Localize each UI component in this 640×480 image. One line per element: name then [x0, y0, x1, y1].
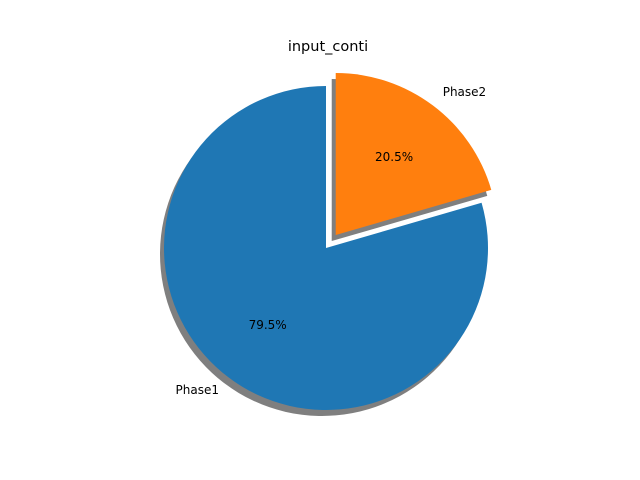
pie-slice-phase1 — [164, 86, 488, 410]
pie-slice-layer — [164, 73, 492, 410]
chart-title: input_conti — [288, 39, 368, 55]
percent-label-phase1: 79.5% — [249, 318, 287, 332]
percent-label-phase2: 20.5% — [375, 150, 413, 164]
pie-label-layer: 79.5% Phase1 20.5% Phase2 — [176, 85, 487, 397]
pie-slice-phase2 — [335, 73, 492, 236]
slice-label-phase2: Phase2 — [443, 85, 486, 99]
slice-label-phase1: Phase1 — [176, 383, 219, 397]
